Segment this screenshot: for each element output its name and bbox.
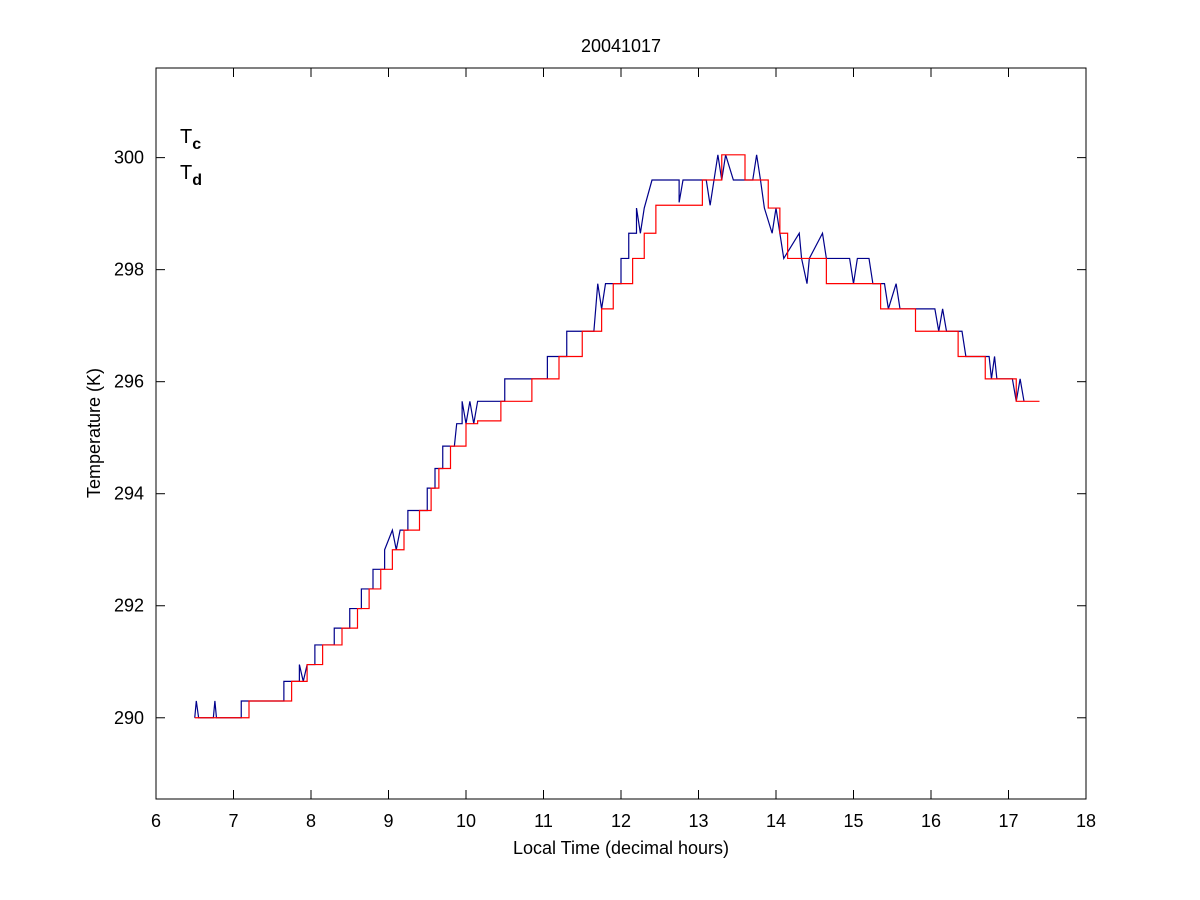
y-tick-label: 298 bbox=[114, 260, 144, 280]
x-tick-label: 16 bbox=[921, 811, 941, 831]
x-tick-label: 9 bbox=[383, 811, 393, 831]
x-tick-label: 8 bbox=[306, 811, 316, 831]
y-tick-label: 296 bbox=[114, 372, 144, 392]
y-tick-label: 294 bbox=[114, 484, 144, 504]
x-tick-label: 14 bbox=[766, 811, 786, 831]
x-tick-label: 13 bbox=[688, 811, 708, 831]
y-tick-label: 300 bbox=[114, 148, 144, 168]
plot-area bbox=[155, 67, 1087, 800]
line-series bbox=[194, 154, 1040, 719]
x-tick-label: 6 bbox=[151, 811, 161, 831]
chart-title: 20041017 bbox=[581, 36, 661, 56]
x-tick-label: 15 bbox=[843, 811, 863, 831]
y-tick-label: 290 bbox=[114, 708, 144, 728]
x-tick-label: 18 bbox=[1076, 811, 1096, 831]
x-tick-label: 11 bbox=[534, 811, 553, 831]
x-tick-label: 12 bbox=[611, 811, 631, 831]
y-axis-label: Temperature (K) bbox=[84, 368, 104, 498]
x-tick-label: 17 bbox=[998, 811, 1018, 831]
x-axis-label: Local Time (decimal hours) bbox=[513, 838, 729, 858]
x-tick-label: 10 bbox=[456, 811, 476, 831]
x-tick-label: 7 bbox=[228, 811, 238, 831]
y-tick-label: 292 bbox=[114, 596, 144, 616]
